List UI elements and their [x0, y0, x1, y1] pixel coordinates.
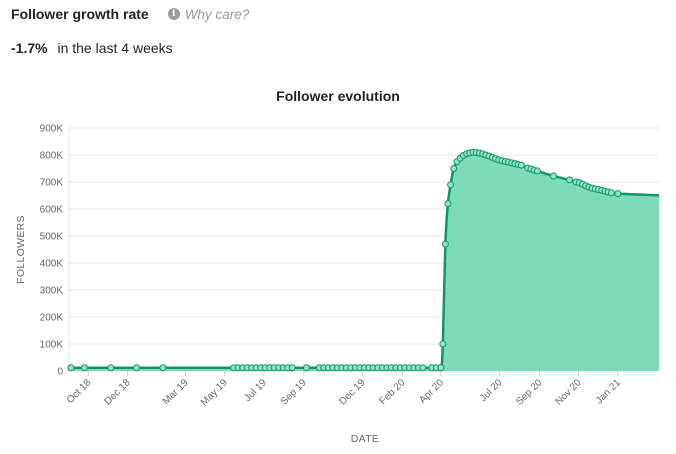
- data-point[interactable]: [566, 176, 574, 184]
- y-tick-label: 400K: [40, 259, 64, 270]
- y-tick-label: 0: [57, 367, 63, 378]
- data-point[interactable]: [67, 364, 75, 372]
- why-care-link[interactable]: i Why care?: [167, 6, 250, 22]
- data-point[interactable]: [607, 189, 615, 197]
- x-tick-label: Jan 21: [594, 377, 623, 406]
- data-point[interactable]: [533, 167, 541, 175]
- growth-period: in the last 4 weeks: [57, 40, 173, 56]
- data-point[interactable]: [614, 190, 622, 198]
- x-axis-label: DATE: [351, 433, 379, 445]
- section-title: Follower growth rate: [11, 6, 149, 22]
- x-tick-label: Jul 20: [478, 377, 505, 404]
- x-tick-label: Feb 20: [378, 377, 408, 407]
- y-tick-label: 800K: [40, 151, 64, 162]
- data-point[interactable]: [437, 364, 445, 372]
- why-care-text: Why care?: [184, 6, 250, 22]
- data-point[interactable]: [107, 364, 115, 372]
- data-point[interactable]: [419, 364, 427, 372]
- x-tick-label: Dec 19: [337, 377, 367, 407]
- y-tick-label: 700K: [40, 178, 64, 189]
- growth-delta: -1.7%: [11, 40, 48, 56]
- header: Follower growth rate i Why care?: [11, 6, 249, 22]
- y-axis-label: FOLLOWERS: [15, 215, 27, 284]
- data-point[interactable]: [441, 240, 449, 248]
- chart-title: Follower evolution: [276, 88, 400, 104]
- data-point[interactable]: [288, 364, 296, 372]
- data-point-markers: [67, 148, 622, 372]
- data-point[interactable]: [302, 364, 310, 372]
- data-point[interactable]: [133, 364, 141, 372]
- y-tick-label: 500K: [40, 232, 64, 243]
- y-tick-label: 200K: [40, 313, 64, 324]
- x-tick-label: May 19: [199, 377, 230, 408]
- x-tick-label: Sep 20: [514, 377, 544, 407]
- data-point[interactable]: [439, 340, 447, 348]
- x-tick-label: Jul 19: [242, 377, 269, 404]
- growth-stat: -1.7% in the last 4 weeks: [11, 40, 173, 56]
- x-tick-label: Dec 18: [102, 377, 132, 407]
- y-tick-label: 300K: [40, 286, 64, 297]
- y-tick-label: 900K: [40, 124, 64, 135]
- x-tick-label: Apr 20: [417, 377, 446, 406]
- y-tick-label: 600K: [40, 205, 64, 216]
- data-point[interactable]: [444, 200, 452, 208]
- x-tick-label: Oct 18: [65, 377, 94, 406]
- x-tick-label: Sep 19: [279, 377, 309, 407]
- data-point[interactable]: [450, 165, 458, 172]
- y-tick-label: 100K: [40, 340, 64, 351]
- data-point[interactable]: [447, 181, 455, 189]
- info-icon: i: [167, 8, 180, 20]
- x-tick-label: Nov 20: [554, 377, 584, 407]
- data-point[interactable]: [159, 364, 167, 372]
- y-axis-ticks: 0 100K 200K 300K 400K 500K 600K 700K 800K 900K: [40, 124, 64, 378]
- data-point[interactable]: [549, 172, 557, 180]
- data-point[interactable]: [517, 161, 525, 169]
- data-point[interactable]: [80, 364, 88, 372]
- x-axis-ticks: Oct 18 Dec 18 Mar 19 May 19 Jul 19 Sep 19 Dec …: [65, 371, 623, 408]
- x-tick-label: Mar 19: [161, 377, 191, 407]
- followers-area: [70, 152, 660, 371]
